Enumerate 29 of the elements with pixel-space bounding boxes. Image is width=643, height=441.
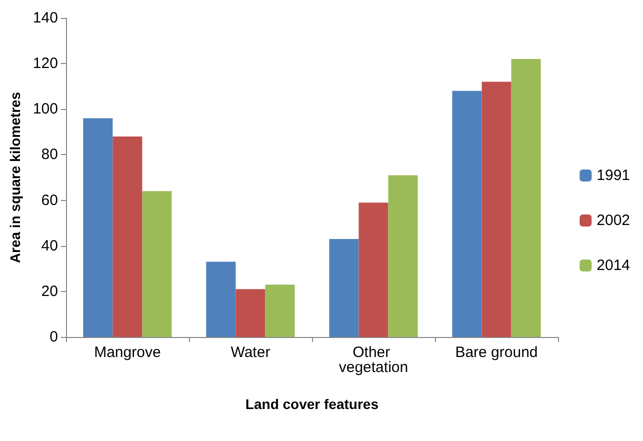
y-tick-label: 60 [41,192,58,209]
bar [358,202,388,337]
y-tick-label: 0 [50,328,58,346]
y-tick-label: 140 [32,10,58,26]
x-tick-label: Mangrove [94,344,161,361]
bar [83,118,113,337]
bar [236,289,266,337]
legend-label: 2014 [596,257,630,274]
y-tick-label: 80 [41,146,58,164]
bar [142,191,172,337]
y-tick-label: 120 [32,55,58,72]
x-axis-title: Land cover features [245,396,379,412]
y-tick-label: 20 [41,282,58,300]
y-tick-label: 100 [32,100,58,118]
y-tick-label: 40 [41,237,58,254]
legend-label: 2002 [596,212,630,229]
bar [482,82,512,337]
y-axis-title: Area in square kilometres [7,92,23,264]
x-tick-label: Water [230,344,270,361]
bar [206,262,236,337]
legend-label: 1991 [596,167,630,184]
x-tick-label: Other vegetation [338,344,408,376]
bar [388,175,418,337]
bar [112,136,142,337]
bar [265,284,295,337]
bar [511,59,541,337]
bar [329,239,359,337]
x-tick-label: Bare ground [455,344,538,361]
bar [452,90,482,337]
